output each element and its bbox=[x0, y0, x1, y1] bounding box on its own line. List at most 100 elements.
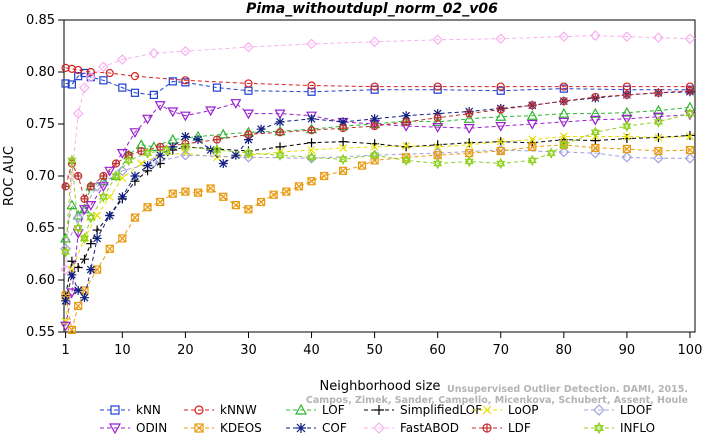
data-point bbox=[243, 147, 253, 159]
data-point bbox=[67, 325, 76, 335]
data-point bbox=[559, 132, 568, 141]
data-point bbox=[149, 90, 158, 99]
data-point bbox=[73, 222, 83, 234]
data-point bbox=[432, 34, 444, 46]
data-point bbox=[621, 106, 633, 117]
data-point bbox=[558, 146, 570, 158]
data-point bbox=[98, 61, 109, 73]
data-point bbox=[79, 293, 89, 303]
data-point bbox=[496, 105, 505, 114]
data-point bbox=[61, 246, 71, 258]
data-point bbox=[206, 184, 215, 193]
data-point bbox=[621, 31, 633, 42]
data-point bbox=[495, 121, 507, 132]
data-point bbox=[243, 41, 254, 53]
data-point bbox=[685, 145, 695, 155]
data-point bbox=[463, 124, 475, 134]
watermark-line-2: Campos, Zimek, Sander, Campello, Micenko… bbox=[306, 395, 688, 406]
y-tick-label: 0.75 bbox=[26, 117, 55, 132]
legend-item: INFLO bbox=[584, 421, 655, 434]
data-point bbox=[685, 86, 695, 95]
data-point bbox=[73, 263, 83, 273]
data-point bbox=[432, 116, 444, 127]
data-point bbox=[370, 114, 380, 124]
series-line bbox=[65, 144, 691, 331]
data-point bbox=[338, 137, 348, 147]
legend-label: SimplifiedLOF bbox=[400, 403, 482, 417]
data-point bbox=[590, 126, 600, 139]
data-point bbox=[622, 120, 632, 132]
data-point bbox=[526, 109, 538, 120]
legend-item: kNNW bbox=[184, 403, 257, 417]
data-point bbox=[495, 110, 507, 121]
data-point bbox=[61, 296, 71, 306]
data-point bbox=[118, 174, 127, 183]
data-point bbox=[219, 192, 228, 201]
data-point bbox=[79, 232, 89, 245]
data-point bbox=[465, 109, 474, 118]
data-point bbox=[244, 130, 253, 139]
data-point bbox=[118, 234, 127, 243]
data-point bbox=[370, 82, 379, 91]
data-point bbox=[86, 67, 95, 77]
data-point bbox=[464, 155, 474, 168]
series-inflo bbox=[61, 107, 695, 258]
data-point bbox=[61, 317, 70, 326]
data-point bbox=[111, 170, 121, 182]
x-tick-label: 50 bbox=[366, 343, 383, 358]
data-point bbox=[275, 117, 285, 127]
data-point bbox=[274, 109, 286, 120]
data-point bbox=[168, 77, 177, 86]
data-point bbox=[307, 87, 316, 96]
data-point bbox=[180, 45, 191, 57]
data-point bbox=[622, 134, 632, 144]
data-point bbox=[105, 68, 114, 78]
data-point bbox=[105, 211, 115, 221]
legend-item: LDOF bbox=[584, 403, 652, 417]
data-point bbox=[61, 182, 70, 191]
data-point bbox=[155, 150, 165, 160]
data-point bbox=[307, 151, 317, 164]
data-point bbox=[154, 101, 166, 112]
data-point bbox=[463, 113, 475, 123]
data-point bbox=[256, 124, 266, 134]
data-point bbox=[685, 107, 695, 120]
data-point bbox=[86, 73, 95, 82]
data-point bbox=[320, 171, 329, 181]
data-point bbox=[92, 225, 102, 235]
legend-item: FastABOD bbox=[364, 421, 459, 434]
data-point bbox=[653, 116, 663, 128]
data-point bbox=[357, 161, 367, 170]
data-point bbox=[685, 130, 695, 140]
legend-item: LDF bbox=[472, 421, 531, 434]
data-point bbox=[652, 104, 664, 115]
data-point bbox=[143, 203, 152, 212]
data-point bbox=[93, 211, 102, 220]
data-point bbox=[559, 139, 569, 151]
data-point bbox=[339, 143, 348, 152]
data-point bbox=[78, 205, 91, 216]
data-point bbox=[275, 128, 285, 137]
legend-label: LDF bbox=[508, 421, 531, 434]
data-point bbox=[559, 97, 568, 106]
data-point bbox=[622, 144, 631, 154]
data-point bbox=[369, 36, 380, 48]
data-point bbox=[72, 108, 84, 119]
data-point bbox=[307, 177, 316, 186]
y-axis-label: ROC AUC bbox=[2, 146, 17, 206]
data-point bbox=[654, 133, 663, 142]
data-point bbox=[61, 79, 70, 88]
data-point bbox=[686, 132, 694, 141]
data-point bbox=[86, 211, 96, 224]
data-point bbox=[244, 79, 253, 88]
x-tick-label: 100 bbox=[678, 343, 702, 358]
data-point bbox=[401, 154, 411, 167]
data-point bbox=[72, 212, 84, 223]
series-line bbox=[65, 106, 691, 239]
data-point bbox=[205, 106, 217, 117]
data-point bbox=[294, 182, 304, 191]
legend-label: FastABOD bbox=[400, 421, 459, 434]
y-tick-label: 0.60 bbox=[26, 273, 55, 288]
x-tick-label: 40 bbox=[303, 343, 320, 358]
data-point bbox=[168, 142, 178, 152]
